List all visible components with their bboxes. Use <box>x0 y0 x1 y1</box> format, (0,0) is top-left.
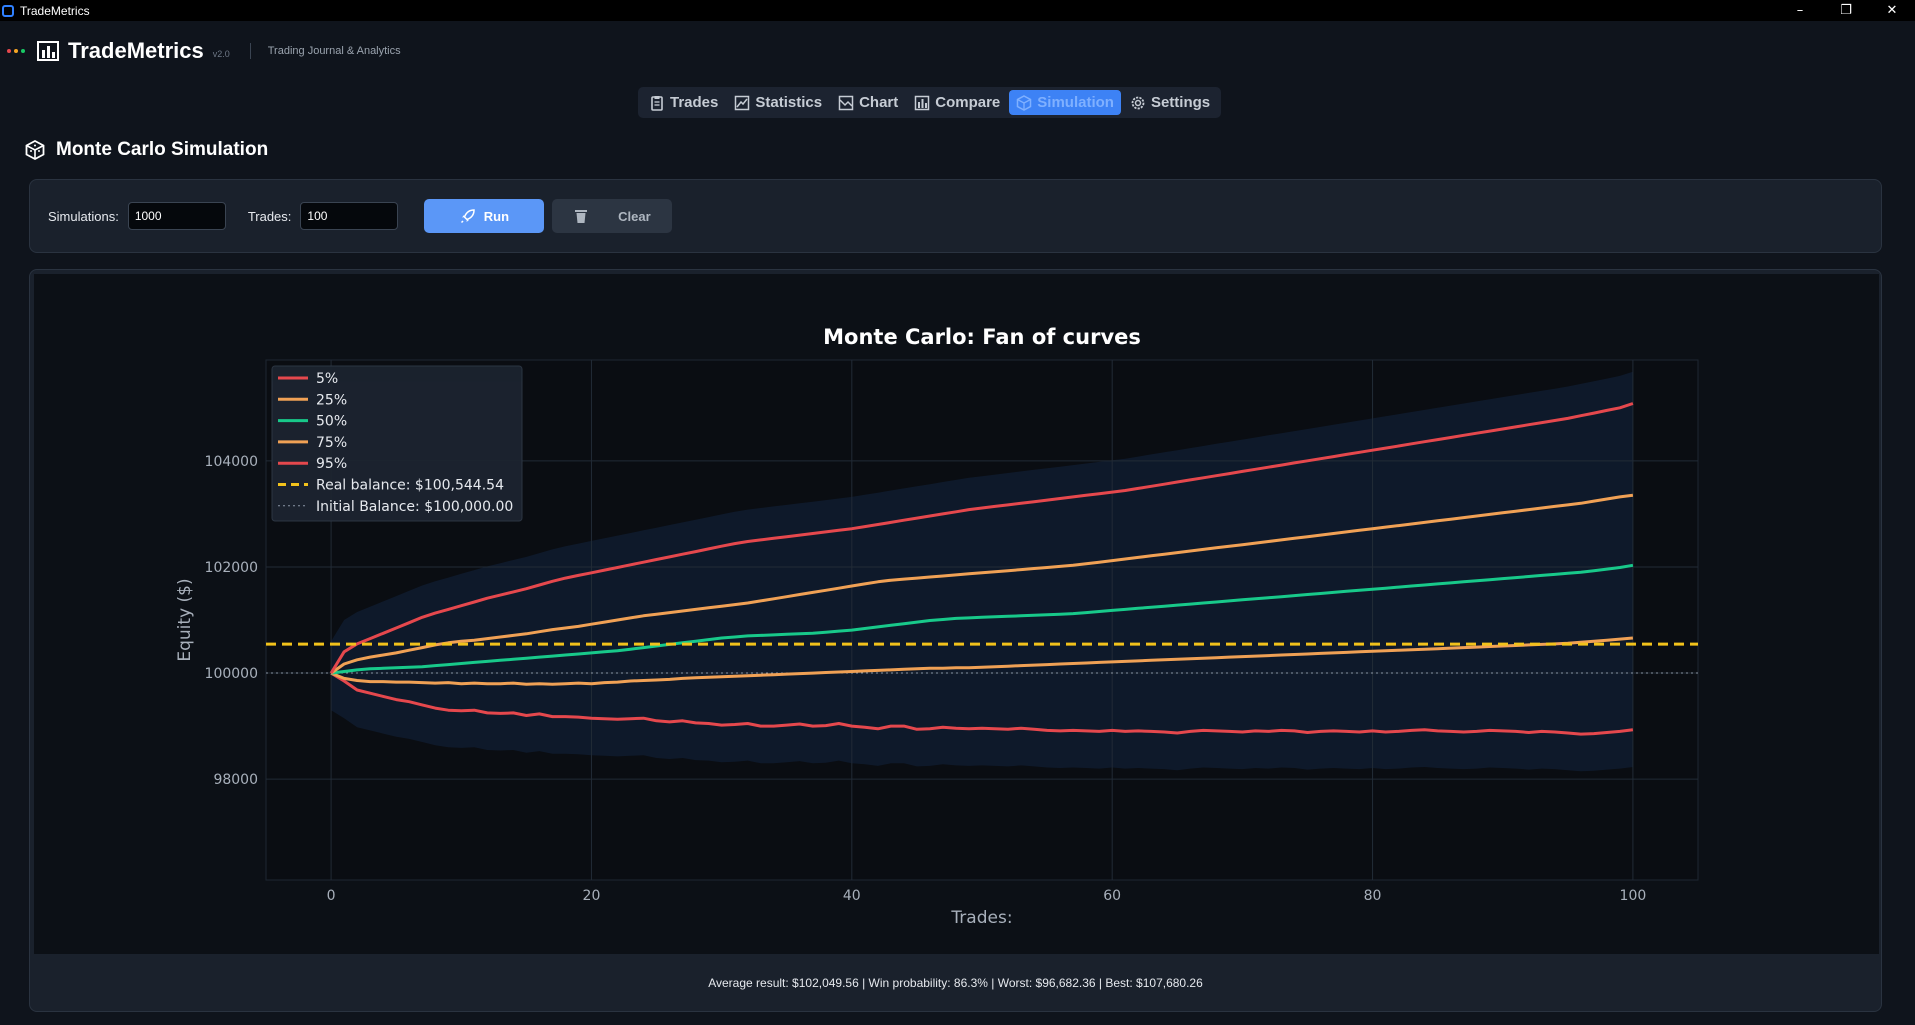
legend-label: 5% <box>316 371 338 387</box>
x-tick-label: 80 <box>1364 888 1382 904</box>
dot-green <box>21 49 25 53</box>
run-button-label: Run <box>483 208 510 224</box>
tab-statistics-label: Statistics <box>755 94 823 111</box>
legend-label: 75% <box>316 435 347 451</box>
tab-trades[interactable]: Trades <box>642 90 725 115</box>
bar-chart-logo-icon <box>37 41 59 61</box>
percentile-95-line <box>329 402 1634 674</box>
legend-label: 95% <box>316 456 347 472</box>
app-window-icon <box>2 4 14 17</box>
y-tick-label: 102000 <box>205 560 258 576</box>
gear-icon <box>1131 96 1145 109</box>
dot-red <box>7 49 11 53</box>
rocket-icon <box>460 209 475 224</box>
chart-legend <box>271 365 523 522</box>
simulation-stats: Average result: $102,049.56 | Win probab… <box>708 975 1203 990</box>
x-tick-label: 40 <box>843 888 861 904</box>
trash-icon <box>575 210 588 223</box>
section-header: Monte Carlo Simulation <box>24 139 268 161</box>
window-title: TradeMetrics <box>20 3 90 18</box>
main-tabs: Trades Statistics Chart Compare Simulati… <box>638 87 1222 118</box>
percentile-5-line <box>330 671 1634 736</box>
tab-compare[interactable]: Compare <box>907 90 1007 115</box>
percentile-75-line <box>330 493 1634 675</box>
percentile-50-line <box>330 563 1634 675</box>
tab-chart[interactable]: Chart <box>831 90 905 115</box>
dice-icon <box>25 139 45 161</box>
tab-compare-label: Compare <box>935 94 1001 111</box>
x-tick-label: 20 <box>583 888 601 904</box>
clear-button-label: Clear <box>618 208 651 224</box>
dice-icon <box>1017 94 1032 111</box>
run-button[interactable]: Run <box>424 199 545 233</box>
tab-chart-label: Chart <box>859 94 899 111</box>
chart-title: Monte Carlo: Fan of curves <box>823 325 1141 349</box>
tab-settings-label: Settings <box>1150 94 1211 111</box>
trades-input[interactable] <box>300 202 399 230</box>
close-button[interactable]: ✕ <box>1886 3 1898 18</box>
legend-label: Initial Balance: $100,000.00 <box>316 499 513 515</box>
monte-carlo-chart: 0 20 40 60 80 100 98000 100000 102000 104000 Monte… <box>34 274 1879 954</box>
y-axis-label: Equity ($) <box>175 578 195 661</box>
page-title: Monte Carlo Simulation <box>56 139 269 160</box>
y-tick-label: 104000 <box>205 454 258 470</box>
dot-yellow <box>14 49 18 53</box>
window-controls: – ❐ ✕ <box>1777 0 1915 21</box>
app-header: TradeMetrics v2.0 Trading Journal & Anal… <box>0 21 1915 81</box>
window-dots <box>7 49 25 53</box>
tab-settings[interactable]: Settings <box>1123 90 1217 115</box>
tab-statistics[interactable]: Statistics <box>727 90 829 115</box>
version-label: v2.0 <box>212 49 230 59</box>
percentile-25-line <box>330 636 1634 686</box>
x-tick-label: 0 <box>327 888 336 904</box>
simulations-input[interactable] <box>127 202 226 230</box>
app-subtitle: Trading Journal & Analytics <box>267 45 401 57</box>
bar-chart-icon <box>915 95 930 110</box>
simulations-label: Simulations: <box>48 208 119 224</box>
brand-name: TradeMetrics <box>68 38 204 63</box>
window-titlebar: TradeMetrics – ❐ ✕ <box>0 0 1915 21</box>
chart-panel: 0 20 40 60 80 100 98000 100000 102000 104000 Monte… <box>29 269 1882 1012</box>
x-tick-label: 100 <box>1620 888 1647 904</box>
y-tick-label: 98000 <box>213 772 258 788</box>
trend-chart-icon <box>735 95 750 110</box>
tab-simulation[interactable]: Simulation <box>1009 90 1121 115</box>
x-tick-label: 60 <box>1103 888 1121 904</box>
y-tick-label: 100000 <box>205 666 258 682</box>
minimize-button[interactable]: – <box>1796 3 1804 18</box>
header-divider <box>249 43 251 59</box>
simulation-controls: Simulations: Trades: Run Clear <box>29 179 1882 253</box>
tab-trades-label: Trades <box>670 94 719 111</box>
clear-button[interactable]: Clear <box>552 199 673 233</box>
tab-simulation-label: Simulation <box>1037 94 1114 111</box>
area-chart-icon <box>838 95 854 110</box>
legend-label: Real balance: $100,544.54 <box>316 478 504 494</box>
legend-label: 25% <box>316 392 347 408</box>
restore-button[interactable]: ❐ <box>1840 3 1852 18</box>
trades-label: Trades: <box>247 208 292 224</box>
legend-label: 50% <box>316 414 347 430</box>
x-axis-label: Trades: <box>950 908 1012 928</box>
clipboard-icon <box>651 95 663 111</box>
